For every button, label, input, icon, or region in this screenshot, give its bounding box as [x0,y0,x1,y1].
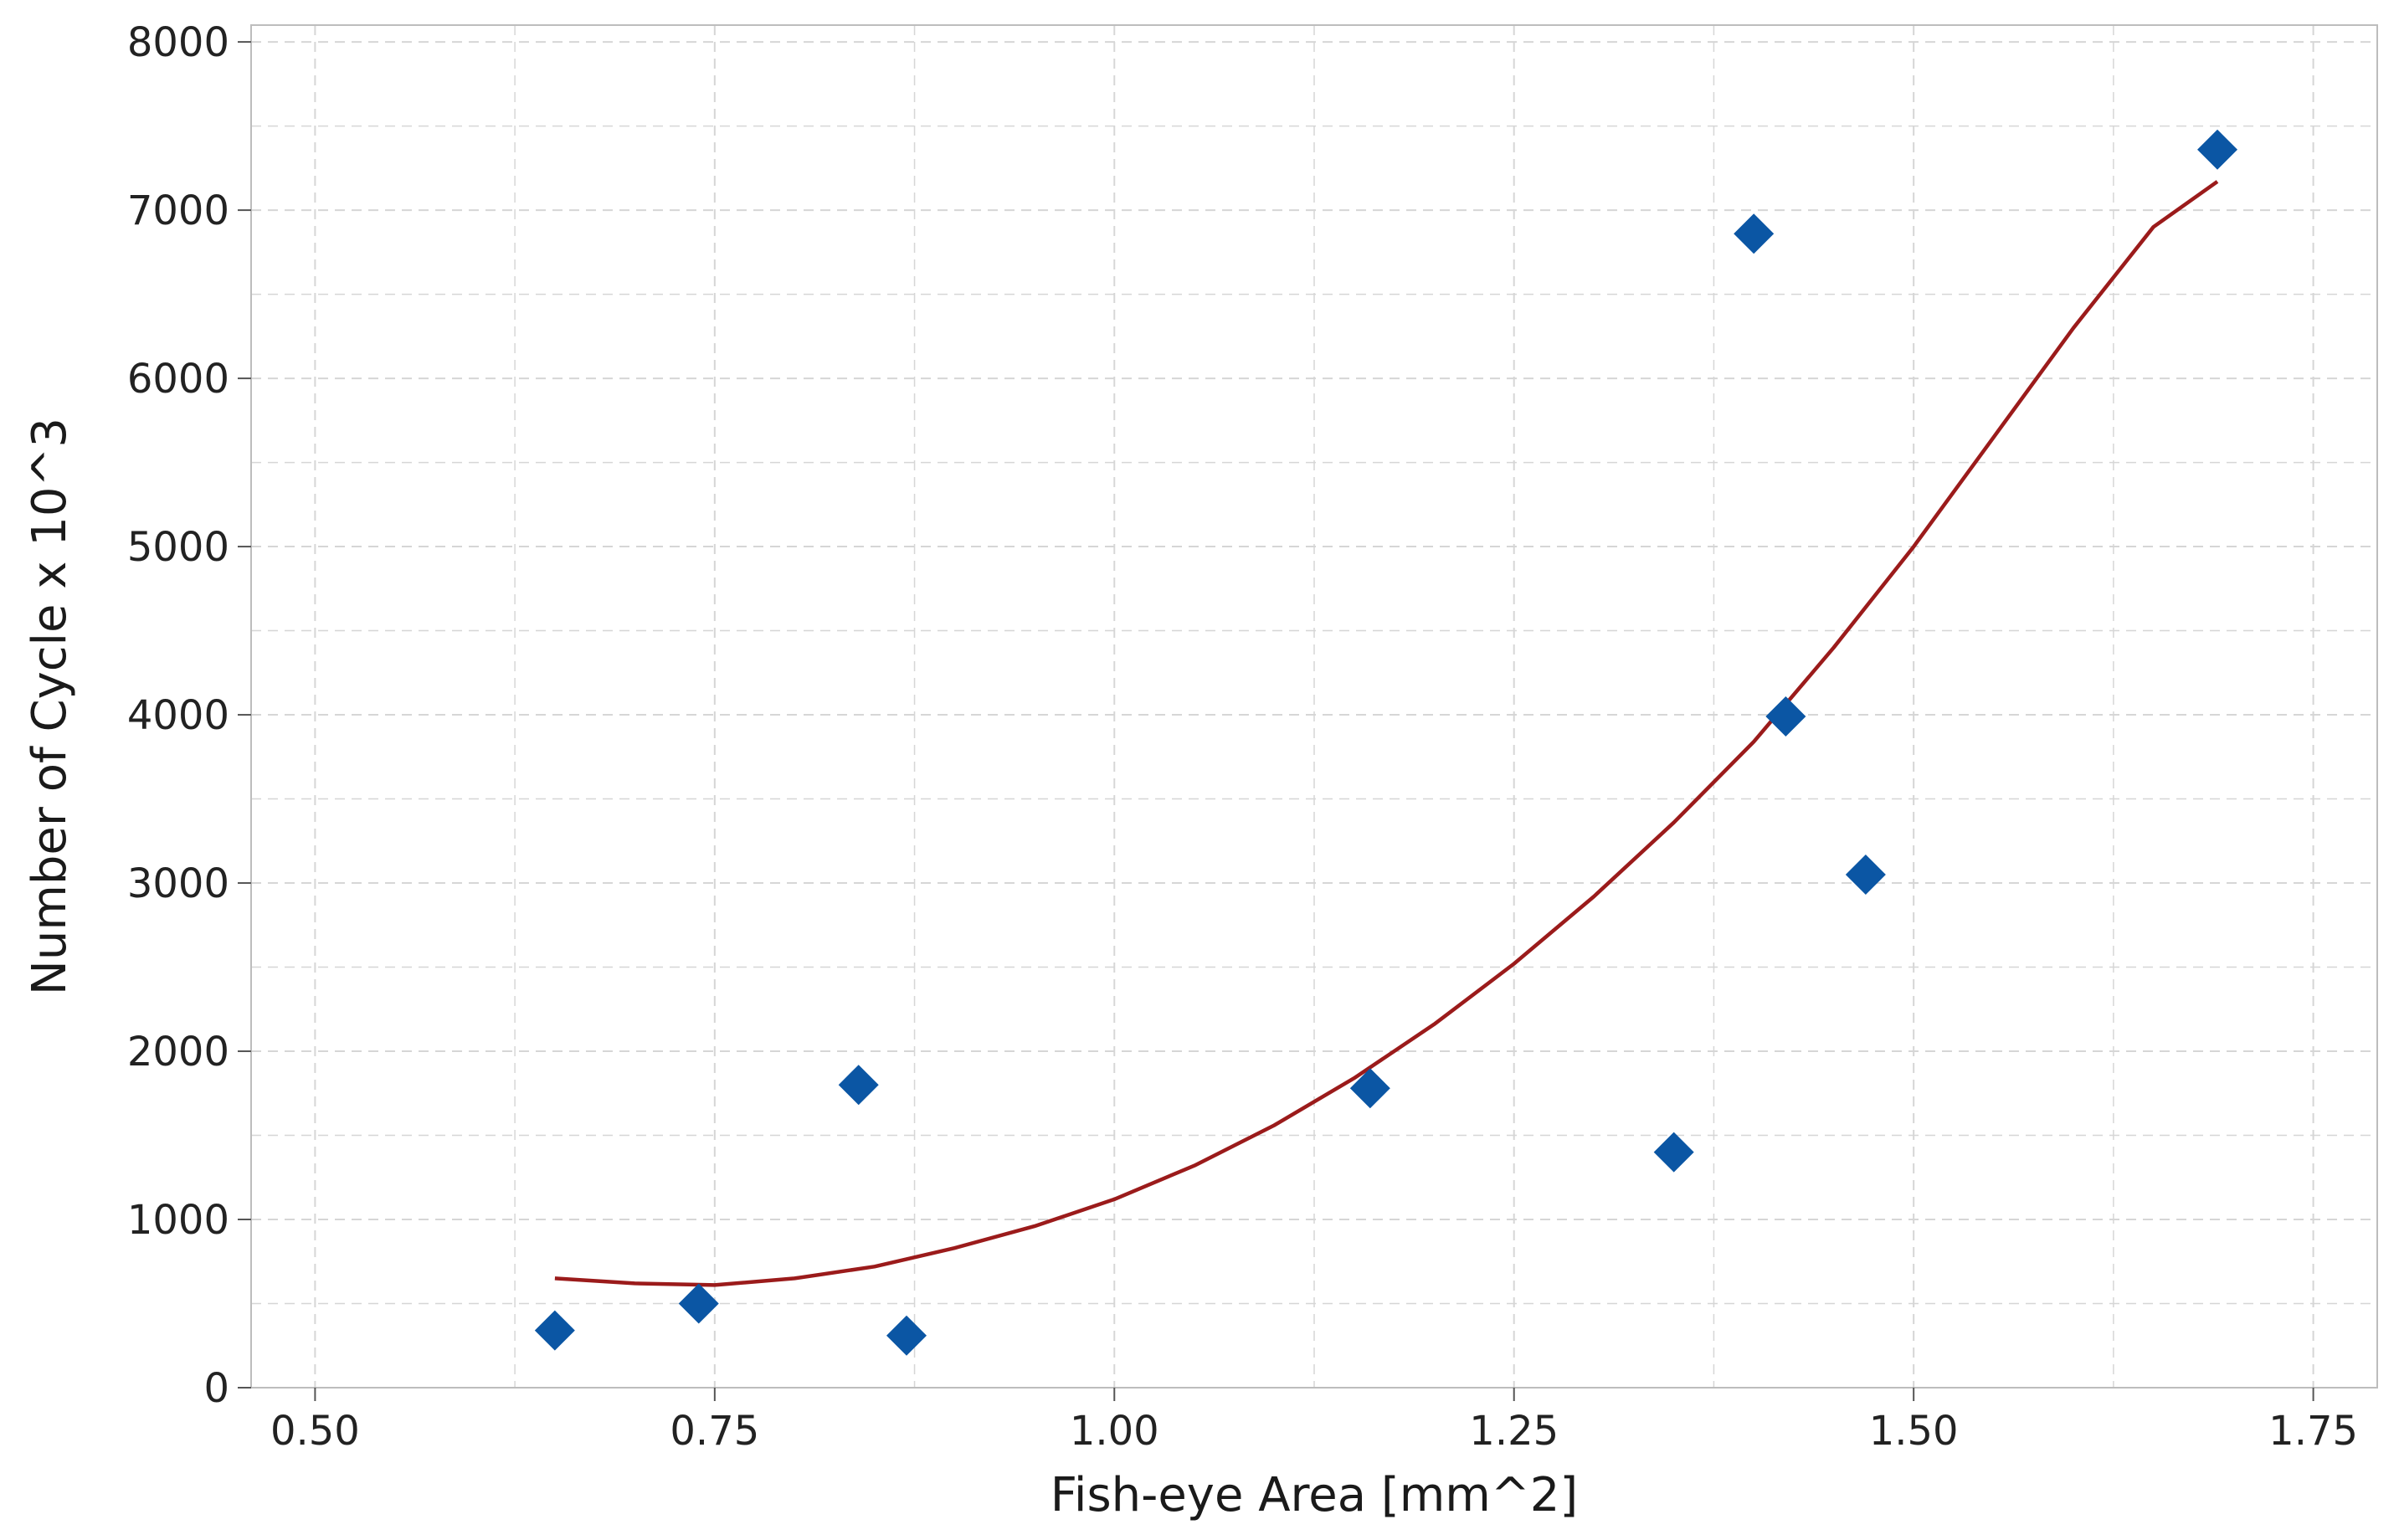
data-point-marker [2197,129,2238,170]
y-tick-label: 5000 [127,524,229,571]
y-axis-title: Number of Cycle x 10^3 [23,418,77,995]
data-point-marker [678,1283,719,1324]
x-tick-label: 1.00 [1070,1408,1159,1455]
plot-area-frame [250,24,2378,1389]
y-tick-label: 1000 [127,1197,229,1244]
y-tick-label: 7000 [127,187,229,234]
x-axis-ticks: 0.50 0.75 1.00 1.25 1.50 1.75 [270,1388,2358,1455]
data-point-marker [1349,1068,1390,1109]
y-tick-label: 2000 [127,1029,229,1075]
data-point-marker [838,1065,879,1106]
fit-curve [554,180,2219,1287]
x-tick-label: 1.25 [1469,1408,1559,1455]
x-tick-label: 1.75 [2268,1408,2358,1455]
x-tick-label: 1.50 [1869,1408,1959,1455]
data-point-marker [1734,213,1775,254]
y-tick-label: 0 [203,1365,229,1412]
x-tick-label: 0.50 [270,1408,360,1455]
y-tick-label: 8000 [127,19,229,66]
gridlines [251,25,2377,1389]
data-point-marker [534,1310,575,1351]
y-tick-label: 6000 [127,356,229,403]
y-tick-label: 4000 [127,692,229,739]
x-axis-title: Fish-eye Area [mm^2] [1051,1468,1578,1522]
x-tick-label: 0.75 [670,1408,759,1455]
fit-curve-group [554,180,2219,1287]
data-point-marker [886,1315,927,1356]
data-point-marker [1765,696,1806,737]
data-point-marker [1845,854,1886,895]
data-point-marker [1653,1132,1694,1173]
data-points [534,129,2238,1356]
y-tick-label: 3000 [127,860,229,907]
y-axis-ticks: 0 1000 2000 3000 4000 5000 6000 7000 8000 [127,19,251,1412]
